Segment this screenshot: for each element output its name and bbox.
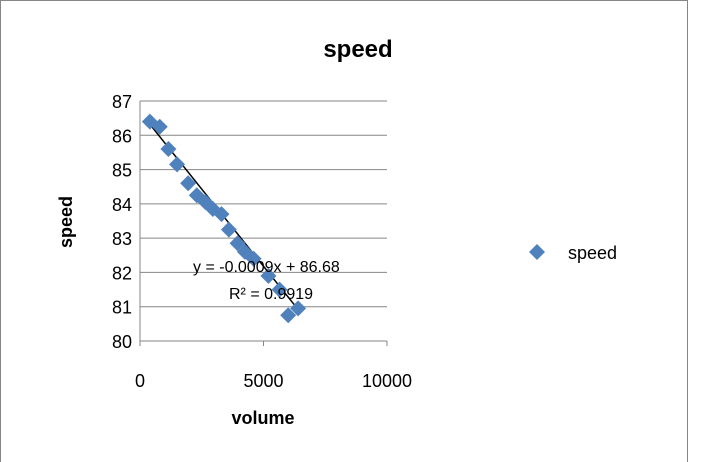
legend-label-speed: speed	[568, 243, 617, 263]
x-tick-label: 0	[135, 371, 145, 391]
data-point	[245, 250, 262, 267]
gridlines	[140, 100, 387, 342]
y-tick-label: 86	[112, 126, 132, 146]
chart-area-border	[0, 0, 688, 462]
y-tick-label: 84	[112, 195, 132, 215]
data-points	[141, 113, 307, 324]
y-tick-label: 80	[112, 332, 132, 352]
x-tick-label: 10000	[362, 371, 412, 391]
x-axis-ticks: 0 5000 10000	[135, 341, 412, 391]
x-tick-label: 5000	[243, 371, 283, 391]
trendline-r-squared: R² = 0.9919	[229, 286, 313, 303]
y-tick-label: 83	[112, 229, 132, 249]
data-point	[169, 156, 186, 173]
y-axis-ticks: 80 81 82 83 84 85 86 87	[112, 92, 132, 352]
y-tick-label: 82	[112, 263, 132, 283]
data-point	[280, 307, 297, 324]
x-axis-title: volume	[231, 408, 294, 428]
data-point	[213, 206, 230, 223]
y-tick-label: 81	[112, 298, 132, 318]
data-point	[290, 300, 307, 317]
data-point	[220, 221, 237, 238]
y-tick-label: 87	[112, 92, 132, 112]
legend-marker-diamond	[529, 244, 545, 260]
trendline-equation: y = -0.0009x + 86.68	[193, 259, 340, 276]
data-point	[271, 281, 288, 298]
data-point	[151, 118, 168, 135]
chart-title: speed	[323, 36, 392, 63]
data-point	[260, 267, 277, 284]
data-point	[180, 175, 197, 192]
y-axis-title: speed	[56, 196, 76, 248]
y-tick-label: 85	[112, 161, 132, 181]
data-point	[160, 141, 177, 157]
legend: speed	[529, 243, 617, 263]
